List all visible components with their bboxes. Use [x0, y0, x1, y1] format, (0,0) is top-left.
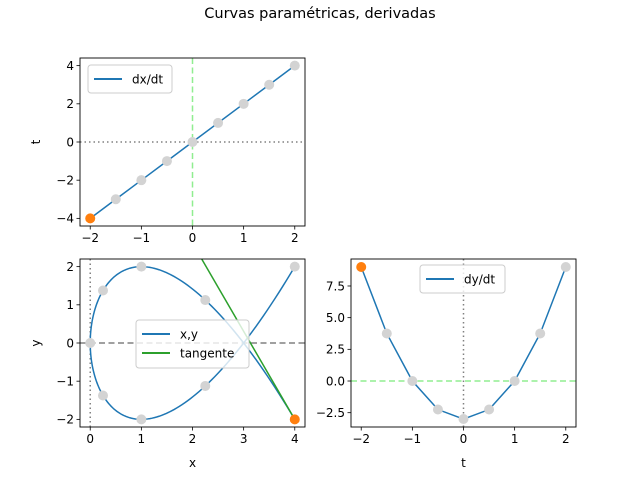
- data-point-marker: [136, 414, 147, 425]
- legend-label: x,y: [180, 328, 198, 342]
- y-tick-label: −4: [56, 212, 74, 226]
- data-point-marker: [136, 261, 147, 272]
- data-point-marker: [187, 137, 198, 147]
- x-tick-label: 3: [240, 432, 248, 446]
- x-tick-label: −2: [81, 231, 99, 245]
- highlight-point-marker: [356, 261, 367, 272]
- x-tick-label: 0: [460, 432, 468, 446]
- y-tick-label: 2: [66, 260, 74, 274]
- highlight-point-marker: [85, 213, 96, 224]
- x-tick-label: 0: [86, 432, 94, 446]
- x-axis-label: t: [461, 456, 466, 470]
- y-tick-label: 0.0: [326, 374, 345, 388]
- data-point-marker: [200, 380, 211, 391]
- data-point-marker: [110, 194, 121, 205]
- x-tick-label: 2: [291, 231, 299, 245]
- x-tick-label: 1: [138, 432, 146, 446]
- x-tick-label: −1: [133, 231, 151, 245]
- data-point-marker: [535, 328, 546, 339]
- x-tick-label: −1: [404, 432, 422, 446]
- data-point-marker: [484, 404, 495, 415]
- data-point-marker: [407, 376, 418, 387]
- y-tick-label: −1: [56, 374, 74, 388]
- x-tick-label: −2: [352, 432, 370, 446]
- legend-box: [135, 319, 250, 369]
- data-point-marker: [213, 117, 224, 128]
- y-tick-label: 4: [66, 59, 74, 73]
- data-point-marker: [432, 404, 443, 415]
- x-tick-label: 1: [511, 432, 519, 446]
- data-point-marker: [381, 328, 392, 339]
- data-point-marker: [98, 390, 109, 401]
- x-tick-label: 2: [189, 432, 197, 446]
- y-axis-label: y: [29, 339, 43, 346]
- data-point-marker: [238, 98, 249, 109]
- y-tick-label: 1: [66, 298, 74, 312]
- y-tick-label: 5.0: [326, 311, 345, 325]
- data-point-marker: [264, 79, 275, 90]
- legend-label: dx/dt: [132, 73, 163, 87]
- y-tick-label: 2.5: [326, 343, 345, 357]
- data-point-marker: [509, 376, 520, 387]
- y-tick-label: −2: [56, 173, 74, 187]
- y-tick-label: 7.5: [326, 279, 345, 293]
- highlight-point-marker: [289, 414, 300, 425]
- x-tick-label: 2: [562, 432, 570, 446]
- x-tick-label: 1: [240, 231, 248, 245]
- data-point-marker: [161, 156, 172, 167]
- axes-dydt: −2 −1 0 1 2 −2.5 0.0 2.5 5.0 7.5 t dy/dt: [316, 258, 577, 470]
- legend-label: tangente: [180, 347, 234, 361]
- data-point-marker: [136, 175, 147, 186]
- data-point-marker: [560, 261, 571, 272]
- y-tick-label: −2: [56, 413, 74, 427]
- y-axis-label: t: [29, 139, 43, 144]
- data-point-marker: [458, 414, 469, 425]
- data-point-marker: [85, 338, 96, 348]
- legend-box: [87, 64, 173, 94]
- y-tick-label: 0: [66, 336, 74, 350]
- legend-box: [419, 264, 506, 294]
- figure-title: Curvas paramétricas, derivadas: [204, 6, 436, 22]
- y-tick-label: 0: [66, 135, 74, 149]
- x-tick-label: 4: [291, 432, 299, 446]
- x-axis-label: x: [189, 456, 196, 470]
- data-point-marker: [98, 285, 109, 296]
- data-point-marker: [289, 261, 300, 272]
- y-tick-label: 2: [66, 97, 74, 111]
- x-tick-label: 0: [189, 231, 197, 245]
- legend-label: dy/dt: [464, 273, 495, 287]
- axes-xy: 0 1 2 3 4 −2 −1 0 1 2 x y x,y tangente: [29, 258, 306, 470]
- y-tick-label: −2.5: [316, 406, 345, 420]
- data-point-marker: [289, 60, 300, 71]
- axes-dxdt: −2 −1 0 1 2 −4 −2 0 2 4 t dx/dt: [29, 57, 306, 245]
- data-point-marker: [200, 295, 211, 306]
